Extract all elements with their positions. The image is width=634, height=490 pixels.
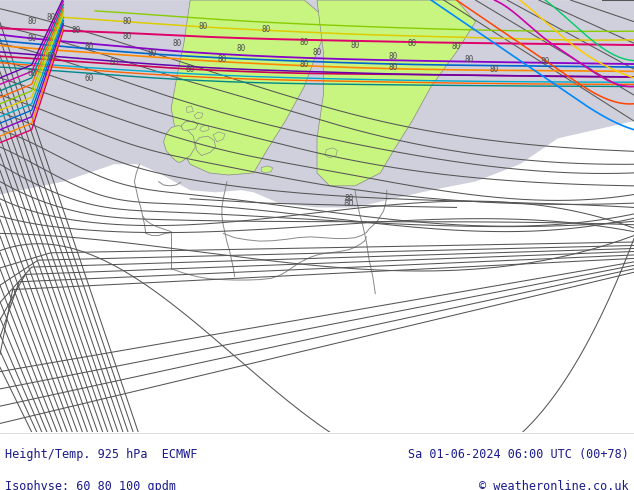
Polygon shape — [317, 0, 476, 186]
Text: 80: 80 — [300, 59, 309, 69]
Polygon shape — [164, 125, 195, 162]
Text: 60: 60 — [84, 74, 93, 83]
Text: 60: 60 — [46, 52, 55, 61]
Text: 80: 80 — [122, 32, 131, 41]
Text: Height/Temp. 925 hPa  ECMWF: Height/Temp. 925 hPa ECMWF — [5, 448, 197, 462]
Text: 80: 80 — [236, 44, 245, 53]
Polygon shape — [200, 125, 209, 132]
Text: 80: 80 — [408, 39, 417, 48]
Text: Sa 01-06-2024 06:00 UTC (00+78): Sa 01-06-2024 06:00 UTC (00+78) — [408, 448, 629, 462]
Text: 80: 80 — [198, 22, 207, 30]
Polygon shape — [186, 106, 193, 112]
Text: 80: 80 — [313, 49, 321, 57]
Text: 80: 80 — [72, 26, 81, 35]
Text: 80: 80 — [122, 17, 131, 26]
Text: 80: 80 — [351, 41, 359, 50]
Text: 80: 80 — [262, 25, 271, 34]
Text: 80: 80 — [490, 65, 499, 74]
Polygon shape — [195, 136, 216, 156]
Text: 60: 60 — [186, 65, 195, 74]
Text: 60: 60 — [110, 58, 119, 67]
Text: 80: 80 — [541, 57, 550, 66]
Text: 80: 80 — [27, 17, 36, 26]
Text: 80: 80 — [389, 52, 398, 61]
Text: 80: 80 — [465, 55, 474, 64]
Polygon shape — [325, 148, 337, 158]
Polygon shape — [213, 132, 225, 142]
Text: 80: 80 — [344, 195, 353, 203]
Polygon shape — [261, 166, 273, 173]
Text: 80: 80 — [173, 39, 182, 48]
Polygon shape — [181, 121, 198, 130]
Polygon shape — [171, 0, 330, 175]
Text: 80: 80 — [46, 13, 55, 22]
Text: Isophyse: 60 80 100 gpdm: Isophyse: 60 80 100 gpdm — [5, 480, 176, 490]
Text: 80: 80 — [217, 55, 226, 64]
Text: 60: 60 — [27, 69, 36, 78]
Text: 80: 80 — [27, 34, 36, 44]
Text: 80: 80 — [84, 42, 93, 51]
Text: 80: 80 — [300, 38, 309, 47]
Polygon shape — [194, 112, 203, 119]
Text: © weatheronline.co.uk: © weatheronline.co.uk — [479, 480, 629, 490]
Text: 80: 80 — [344, 198, 354, 208]
Text: 80: 80 — [452, 42, 461, 51]
Text: 80: 80 — [389, 63, 398, 72]
Text: 80: 80 — [148, 49, 157, 58]
Polygon shape — [0, 0, 634, 207]
